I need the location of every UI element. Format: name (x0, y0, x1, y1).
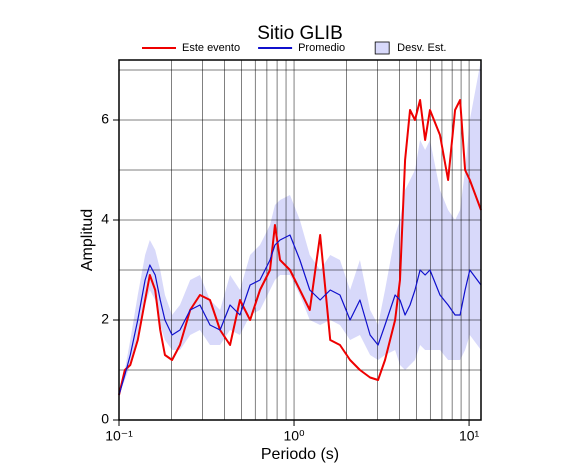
x-tick-label: 10⁻¹ (105, 428, 133, 444)
std-band (119, 60, 481, 395)
data-line (118, 99, 482, 396)
legend-label: Promedio (298, 42, 345, 54)
x-tick-label: 10¹ (459, 428, 480, 444)
legend-label: Desv. Est. (397, 42, 446, 54)
data-line (118, 234, 482, 396)
legend-swatch (374, 41, 390, 55)
y-tick-label: 6 (101, 111, 109, 127)
y-tick-label: 0 (101, 411, 109, 427)
plot-frame (118, 59, 482, 421)
y-tick-label: 2 (101, 311, 109, 327)
chart-title: Sitio GLIB (257, 23, 343, 44)
y-tick-label: 4 (101, 211, 109, 227)
x-tick-label: 10⁰ (283, 428, 305, 444)
y-axis-label: Amplitud (79, 209, 96, 271)
x-axis-label: Periodo (s) (261, 446, 339, 463)
legend-label: Este evento (182, 42, 240, 54)
